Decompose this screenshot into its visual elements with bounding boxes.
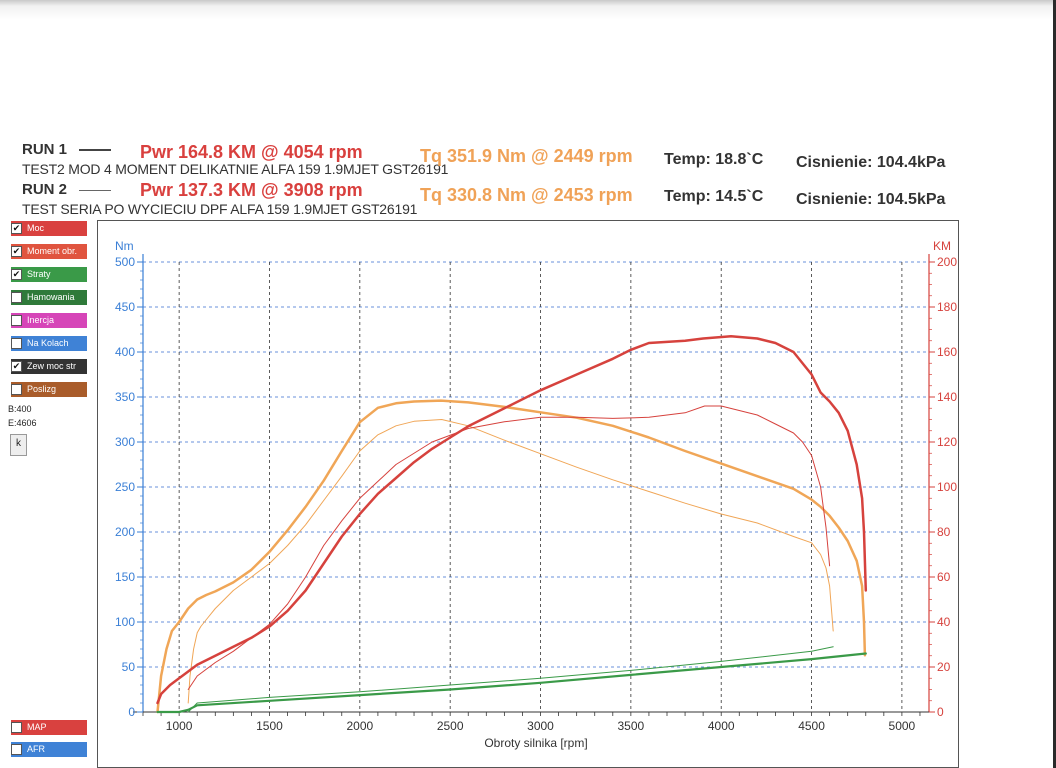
x-tick-label: 3000: [527, 719, 554, 733]
run2-line-sample: [79, 189, 112, 191]
dyno-chart: 0501001502002503003504004505000204060801…: [97, 220, 959, 768]
legend-straty[interactable]: ✔ Straty: [11, 267, 87, 282]
x-tick-label: 2000: [346, 719, 373, 733]
run2-loss-curve: [187, 646, 834, 713]
y-right-tick-label: 180: [937, 300, 957, 314]
run1-temperature: Temp: 18.8`C: [664, 151, 764, 168]
run2-label: RUN 2: [22, 181, 68, 198]
x-tick-label: 2500: [437, 719, 464, 733]
y-left-tick-label: 0: [128, 705, 135, 719]
x-axis-title: Obroty silnika [rpm]: [484, 736, 587, 750]
legend-afr[interactable]: AFR: [11, 742, 87, 757]
x-tick-label: 1500: [256, 719, 283, 733]
y-left-tick-label: 200: [115, 525, 135, 539]
legend-label: Na Kolach: [27, 338, 69, 348]
legend-map[interactable]: MAP: [11, 720, 87, 735]
run1-line-sample: [79, 149, 112, 152]
run1-torque-curve: [156, 399, 867, 714]
y-left-tick-label: 350: [115, 390, 135, 404]
chart-frame: [97, 220, 959, 768]
run2-pressure: Cisnienie: 104.5kPa: [796, 191, 946, 208]
legend-label: Zew moc str: [27, 361, 77, 371]
run1-power-curve: [156, 335, 868, 705]
y-right-tick-label: 80: [937, 525, 951, 539]
legend-label: Straty: [27, 269, 51, 279]
run2-description: TEST SERIA PO WYCIECIU DPF ALFA 159 1.9M…: [22, 201, 418, 217]
legend-hamowania[interactable]: Hamowania: [11, 290, 87, 305]
y-right-tick-label: 60: [937, 570, 951, 584]
run2-torque-peak: Tq 330.8 Nm @ 2453 rpm: [420, 185, 633, 205]
run1-header: RUN 1: [22, 141, 112, 158]
y-right-tick-label: 200: [937, 255, 957, 269]
run2-torque-curve: [187, 419, 834, 704]
run1-power-peak: Pwr 164.8 KM @ 4054 rpm: [140, 142, 363, 162]
y-right-tick-label: 40: [937, 615, 951, 629]
run1-torque-peak: Tq 351.9 Nm @ 2449 rpm: [420, 146, 633, 166]
y-right-tick-label: 140: [937, 390, 957, 404]
scan-top-margin: [0, 0, 1056, 128]
y-left-tick-label: 150: [115, 570, 135, 584]
y-right-tick-label: 160: [937, 345, 957, 359]
legend-label: Moment obr.: [27, 246, 78, 256]
run2-power-curve: [187, 405, 831, 690]
run1-loss-curve: [156, 652, 867, 714]
legend-checkbox[interactable]: ✔: [11, 269, 22, 280]
legend-zew-moc-str[interactable]: ✔ Zew moc str: [11, 359, 87, 374]
run2-temperature: Temp: 14.5`C: [664, 188, 764, 205]
x-tick-label: 3500: [618, 719, 645, 733]
legend-checkbox[interactable]: [11, 384, 22, 395]
x-tick-label: 5000: [889, 719, 916, 733]
legend-label: Inercja: [27, 315, 55, 325]
y-left-tick-label: 100: [115, 615, 135, 629]
begin-rpm-readout: B:400: [8, 404, 32, 414]
legend-inercja[interactable]: Inercja: [11, 313, 87, 328]
y-right-tick-label: 120: [937, 435, 957, 449]
y-left-axis-title: Nm: [115, 239, 134, 253]
k-button[interactable]: k: [10, 434, 27, 456]
y-left-tick-label: 400: [115, 345, 135, 359]
y-right-tick-label: 100: [937, 480, 957, 494]
y-right-axis-title: KM: [933, 239, 951, 253]
legend-label: Hamowania: [27, 292, 75, 302]
y-right-tick-label: 0: [937, 705, 944, 719]
run1-description: TEST2 MOD 4 MOMENT DELIKATNIE ALFA 159 1…: [22, 161, 449, 177]
legend-checkbox[interactable]: [11, 315, 22, 326]
legend-checkbox[interactable]: [11, 722, 22, 733]
scan-right-edge: [1053, 0, 1056, 768]
y-right-tick-label: 20: [937, 660, 951, 674]
run2-header: RUN 2: [22, 181, 112, 198]
legend-moc[interactable]: ✔ Moc: [11, 221, 87, 236]
y-left-tick-label: 500: [115, 255, 135, 269]
legend-label: AFR: [27, 744, 45, 754]
run1-pressure: Cisnienie: 104.4kPa: [796, 154, 946, 171]
y-left-tick-label: 250: [115, 480, 135, 494]
legend-checkbox[interactable]: [11, 338, 22, 349]
y-left-tick-label: 450: [115, 300, 135, 314]
y-left-tick-label: 300: [115, 435, 135, 449]
end-rpm-readout: E:4606: [8, 418, 37, 428]
legend-poslizg[interactable]: Poslizg: [11, 382, 87, 397]
legend-moment-obr[interactable]: ✔ Moment obr.: [11, 244, 87, 259]
y-left-tick-label: 50: [122, 660, 136, 674]
legend-label: Moc: [27, 223, 45, 233]
legend-checkbox[interactable]: ✔: [11, 223, 22, 234]
legend-na-kolach[interactable]: Na Kolach: [11, 336, 87, 351]
x-tick-label: 1000: [166, 719, 193, 733]
legend-checkbox[interactable]: ✔: [11, 246, 22, 257]
x-tick-label: 4000: [708, 719, 735, 733]
legend-checkbox[interactable]: ✔: [11, 361, 22, 372]
legend-label: Poslizg: [27, 384, 57, 394]
run2-power-peak: Pwr 137.3 KM @ 3908 rpm: [140, 180, 363, 200]
run1-label: RUN 1: [22, 141, 68, 158]
x-tick-label: 4500: [798, 719, 825, 733]
legend-label: MAP: [27, 722, 47, 732]
legend-checkbox[interactable]: [11, 292, 22, 303]
legend-checkbox[interactable]: [11, 744, 22, 755]
